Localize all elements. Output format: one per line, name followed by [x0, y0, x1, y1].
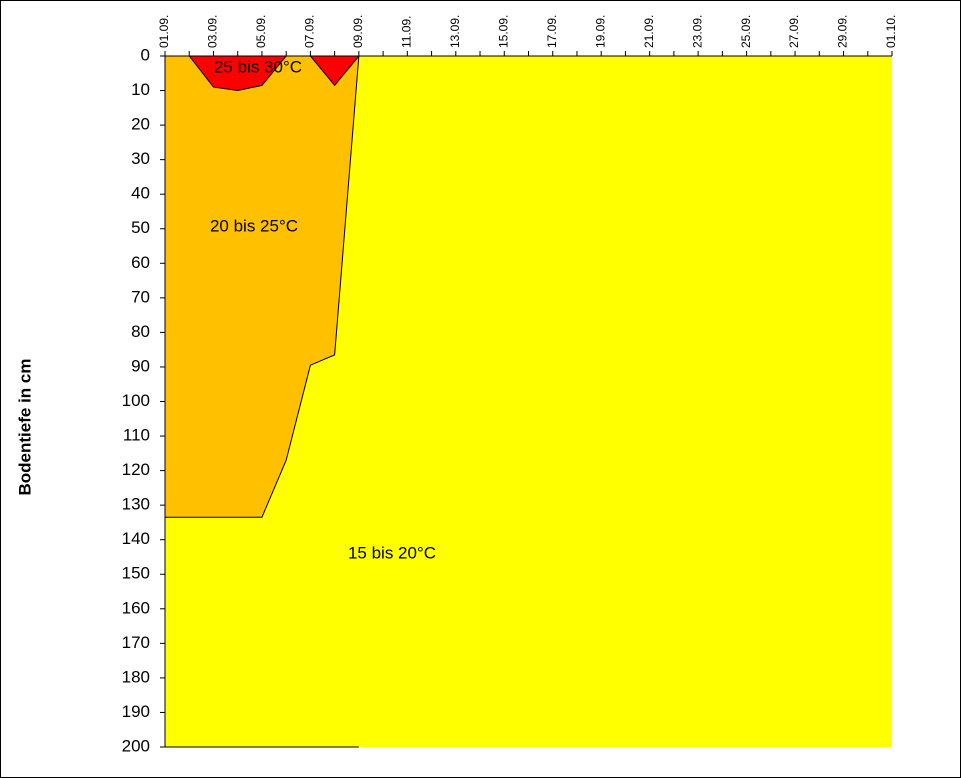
y-tick-label: 90: [131, 356, 150, 375]
isotherm-line: [165, 55, 360, 92]
y-axis-label: Bodentiefe in cm: [15, 359, 34, 496]
x-tick-label: 21.09.: [642, 15, 656, 48]
x-tick-label: 05.09.: [254, 15, 268, 48]
y-tick-label: 140: [122, 529, 150, 548]
area-label: 25 bis 30°C: [214, 57, 302, 76]
x-tick-label: 07.09.: [303, 15, 317, 48]
x-tick-label: 27.09.: [787, 15, 801, 48]
y-tick-label: 50: [131, 218, 150, 237]
x-tick-label: 01.10.: [884, 15, 898, 48]
y-tick-label: 100: [122, 391, 150, 410]
isotherm-line: [165, 55, 360, 518]
y-tick-label: 170: [122, 633, 150, 652]
x-tick-label: 23.09.: [690, 15, 704, 48]
y-tick-label: 0: [141, 45, 150, 64]
y-tick-label: 30: [131, 149, 150, 168]
y-tick-label: 60: [131, 253, 150, 272]
area: [165, 56, 359, 518]
y-tick-label: 120: [122, 460, 150, 479]
x-tick-label: 09.09.: [351, 15, 365, 48]
y-tick-label: 200: [122, 736, 150, 755]
x-tick-label: 19.09.: [593, 15, 607, 48]
area-label: 15 bis 20°C: [348, 543, 436, 562]
y-tick-label: 180: [122, 667, 150, 686]
x-tick-label: 25.09.: [739, 15, 753, 48]
y-tick-label: 40: [131, 184, 150, 203]
y-tick-label: 10: [131, 80, 150, 99]
x-tick-label: 17.09.: [545, 15, 559, 48]
x-tick-label: 01.09.: [157, 15, 171, 48]
y-tick-label: 130: [122, 495, 150, 514]
y-tick-label: 80: [131, 322, 150, 341]
y-tick-label: 150: [122, 564, 150, 583]
x-tick-label: 11.09.: [400, 16, 414, 48]
y-tick-label: 70: [131, 287, 150, 306]
y-tick-label: 20: [131, 115, 150, 134]
y-tick-label: 160: [122, 598, 150, 617]
area-label: 20 bis 25°C: [210, 216, 298, 235]
x-tick-label: 13.09.: [448, 15, 462, 48]
x-tick-label: 15.09.: [496, 15, 510, 48]
y-tick-label: 110: [123, 426, 150, 445]
x-tick-label: 03.09.: [206, 15, 220, 48]
area: [165, 56, 359, 91]
y-tick-label: 190: [122, 702, 150, 721]
x-tick-label: 29.09.: [836, 15, 850, 48]
